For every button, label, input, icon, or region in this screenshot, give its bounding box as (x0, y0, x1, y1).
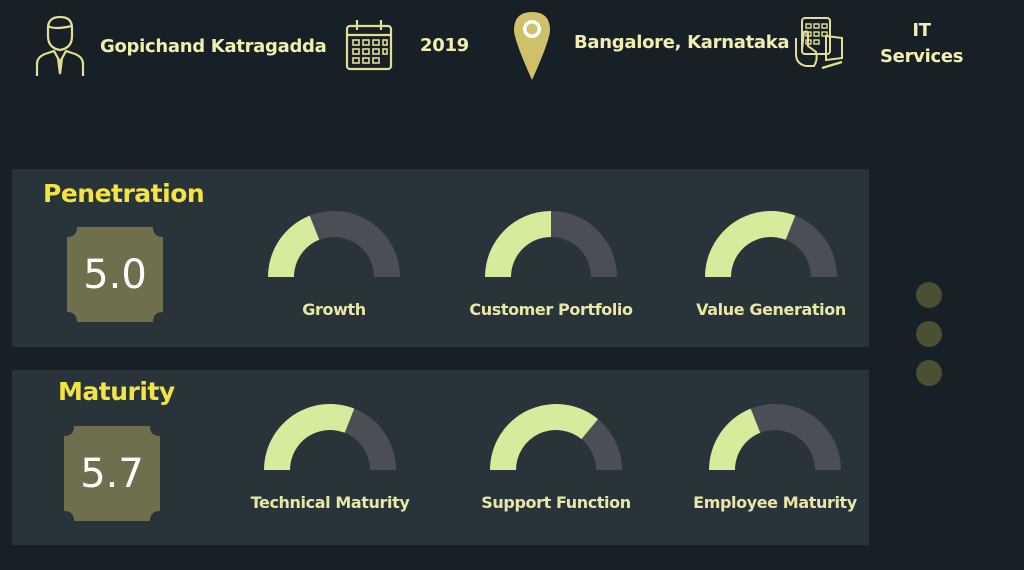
calendar-icon (344, 18, 394, 72)
gauge-support-function: Support Function (466, 402, 646, 512)
gauge-label: Customer Portfolio (469, 300, 633, 319)
gauge-track (785, 215, 837, 277)
penetration-title: Penetration (43, 179, 205, 208)
person-icon (34, 14, 86, 78)
location-value: Bangalore, Karnataka (574, 31, 790, 53)
gauge-label: Support Function (481, 493, 631, 512)
gauge-fill (264, 404, 355, 470)
industry-block: IT Services (880, 18, 963, 70)
industry-line-2: Services (880, 46, 964, 67)
gauge-fill (490, 404, 599, 470)
header-name: Gopichand Katragadda (34, 14, 327, 78)
maturity-title: Maturity (58, 377, 175, 406)
gauge-track (551, 211, 617, 277)
gauge-value-generation: Value Generation (681, 209, 861, 319)
location-pin-icon (512, 10, 552, 82)
user-name: Gopichand Katragadda (100, 35, 327, 57)
penetration-score: 5.0 (83, 251, 147, 298)
gauge-track (750, 404, 841, 470)
gauge-fill (705, 211, 796, 277)
penetration-panel: Penetration 5.0 Growth Customer Portfoli… (12, 169, 869, 347)
header-location: Bangalore, Karnataka (512, 10, 790, 82)
gauge-label: Value Generation (696, 300, 846, 319)
pager-dot-3[interactable] (916, 360, 942, 386)
gauge-employee-maturity: Employee Maturity (685, 402, 865, 512)
gauge-growth: Growth (244, 209, 424, 319)
gauge-technical-maturity: Technical Maturity (240, 402, 420, 512)
header-industry: IT Services (788, 16, 963, 72)
gauge-label: Employee Maturity (693, 493, 857, 512)
touch-device-icon (788, 16, 846, 72)
gauge-fill (268, 215, 320, 277)
pager-dot-1[interactable] (916, 282, 942, 308)
gauge-track (309, 211, 400, 277)
gauge-track (581, 419, 622, 470)
maturity-score-badge: 5.7 (64, 426, 160, 521)
maturity-panel: Maturity 5.7 Technical Maturity Support … (12, 370, 869, 545)
maturity-score: 5.7 (80, 450, 144, 497)
gauge-fill (709, 408, 761, 470)
pager-dot-2[interactable] (916, 321, 942, 347)
header-year: 2019 (344, 18, 469, 72)
industry-line-1: IT (912, 20, 931, 41)
gauge-label: Technical Maturity (250, 493, 410, 512)
gauge-track (344, 408, 396, 470)
gauge-customer-portfolio: Customer Portfolio (461, 209, 641, 319)
penetration-score-badge: 5.0 (67, 227, 163, 322)
year-value: 2019 (420, 34, 469, 56)
gauge-fill (485, 211, 551, 277)
gauge-label: Growth (302, 300, 366, 319)
